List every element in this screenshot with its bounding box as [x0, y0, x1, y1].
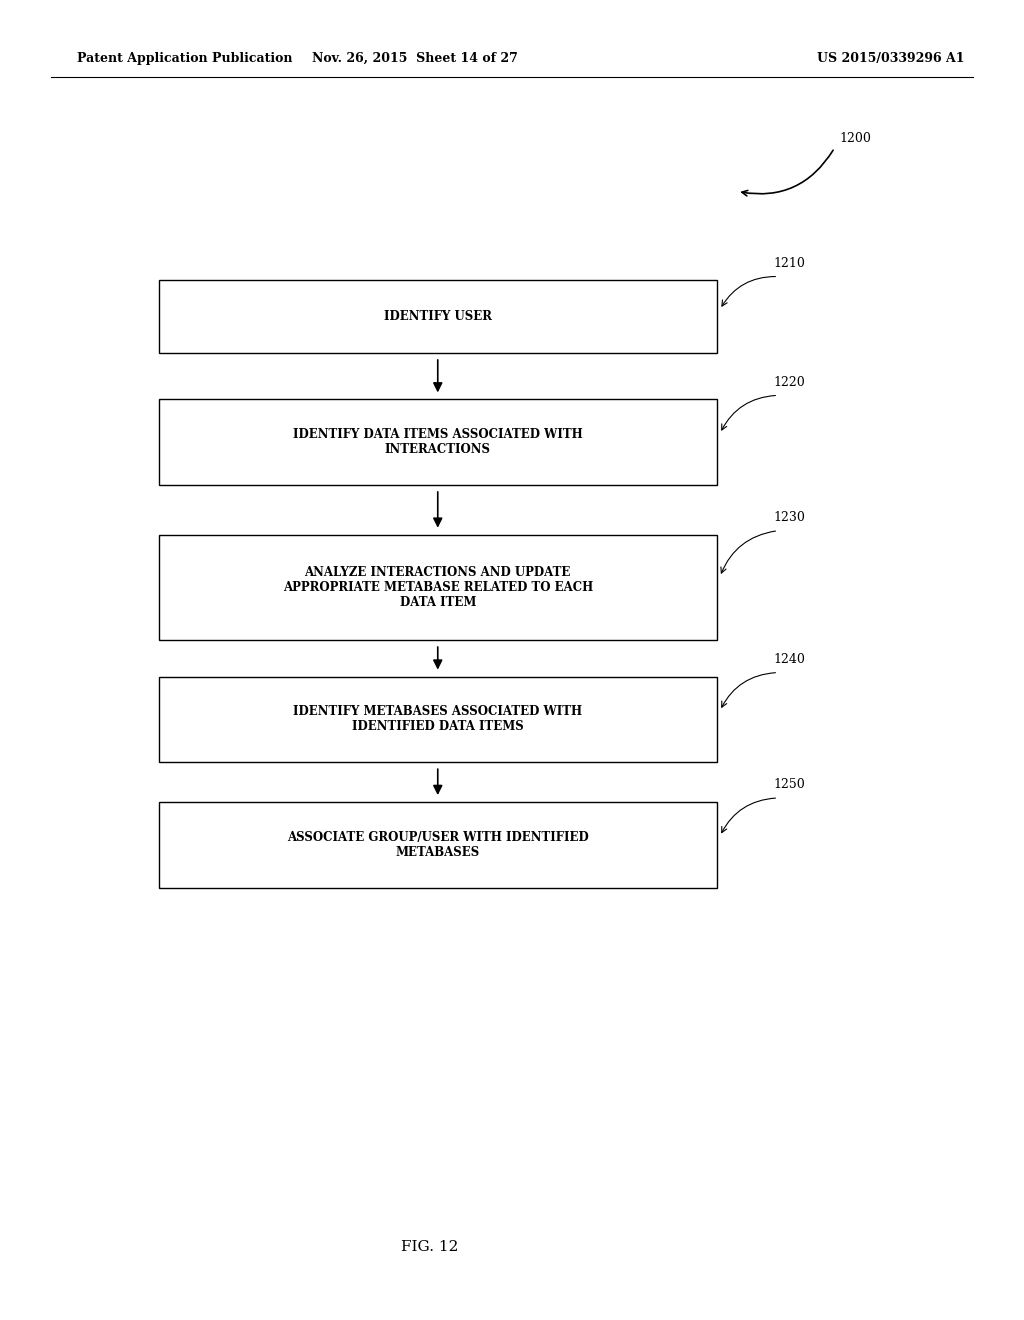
Bar	[159, 801, 717, 887]
Text: 1220: 1220	[773, 376, 805, 388]
Text: 1240: 1240	[773, 653, 805, 665]
Text: 1200: 1200	[840, 132, 871, 145]
Bar	[159, 280, 717, 352]
Text: Nov. 26, 2015  Sheet 14 of 27: Nov. 26, 2015 Sheet 14 of 27	[311, 51, 518, 65]
Text: 1230: 1230	[773, 511, 805, 524]
Text: ASSOCIATE GROUP/USER WITH IDENTIFIED
METABASES: ASSOCIATE GROUP/USER WITH IDENTIFIED MET…	[287, 830, 589, 859]
Text: ANALYZE INTERACTIONS AND UPDATE
APPROPRIATE METABASE RELATED TO EACH
DATA ITEM: ANALYZE INTERACTIONS AND UPDATE APPROPRI…	[283, 566, 593, 609]
Text: 1210: 1210	[773, 257, 805, 271]
Text: 1250: 1250	[773, 779, 805, 792]
Text: Patent Application Publication: Patent Application Publication	[77, 51, 292, 65]
Text: FIG. 12: FIG. 12	[401, 1241, 459, 1254]
Bar	[159, 535, 717, 640]
Bar	[159, 677, 717, 763]
Text: IDENTIFY METABASES ASSOCIATED WITH
IDENTIFIED DATA ITEMS: IDENTIFY METABASES ASSOCIATED WITH IDENT…	[293, 705, 583, 734]
Text: IDENTIFY DATA ITEMS ASSOCIATED WITH
INTERACTIONS: IDENTIFY DATA ITEMS ASSOCIATED WITH INTE…	[293, 428, 583, 457]
Text: IDENTIFY USER: IDENTIFY USER	[384, 310, 492, 323]
Text: US 2015/0339296 A1: US 2015/0339296 A1	[817, 51, 965, 65]
Bar	[159, 399, 717, 484]
